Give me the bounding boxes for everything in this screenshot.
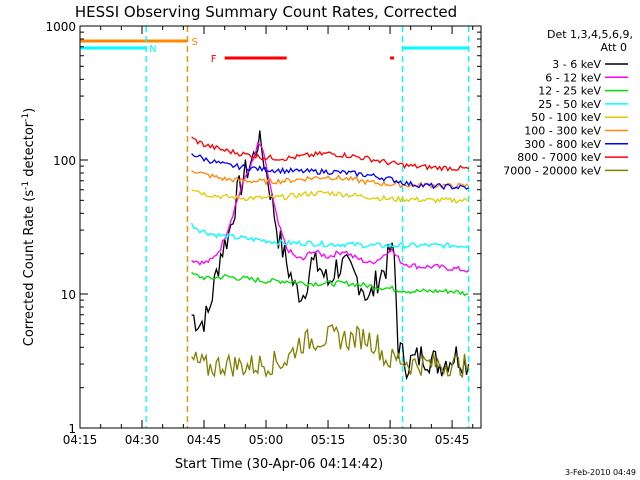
legend-label: 800 - 7000 keV xyxy=(517,151,601,164)
series-line xyxy=(191,141,469,273)
x-tick-label: 05:15 xyxy=(311,433,346,447)
y-axis: 1 10 100 1000 xyxy=(45,20,481,436)
legend-label: 300 - 800 keV xyxy=(524,138,601,151)
x-axis-label: Start Time (30-Apr-06 04:14:42) xyxy=(175,457,383,472)
flag-label: S xyxy=(191,37,197,48)
date-stamp: 3-Feb-2010 04:49 xyxy=(565,468,636,477)
plot-frame xyxy=(79,25,482,429)
series-line xyxy=(191,271,469,297)
y-tick-label: 1000 xyxy=(45,20,76,34)
x-tick-label: 04:15 xyxy=(63,433,98,447)
series-line xyxy=(191,189,469,204)
x-tick-label: 05:30 xyxy=(373,433,408,447)
legend-label: 12 - 25 keV xyxy=(538,85,601,98)
y-axis-label-sup1: -1 xyxy=(21,181,31,190)
legend-header: Det 1,3,4,5,6,9, Att 0 xyxy=(547,28,633,54)
x-tick-label: 05:00 xyxy=(249,433,284,447)
x-tick-label: 04:30 xyxy=(125,433,160,447)
series-line xyxy=(190,222,470,250)
x-axis: 04:15 04:30 04:45 05:00 05:15 05:30 05:45 xyxy=(63,26,474,447)
series-line xyxy=(191,153,469,191)
y-axis-label-end: ) xyxy=(22,108,37,113)
flag-bars: S N F xyxy=(80,37,469,65)
series-line xyxy=(191,324,470,379)
x-tick-label: 04:45 xyxy=(187,433,222,447)
y-tick-label: 100 xyxy=(53,154,76,168)
legend-label: 100 - 300 keV xyxy=(524,125,601,138)
x-tick-label: 05:45 xyxy=(435,433,470,447)
vertical-markers xyxy=(145,26,470,428)
legend-attenuator: Att 0 xyxy=(601,41,627,54)
legend-label: 50 - 100 keV xyxy=(531,111,601,124)
series-line xyxy=(191,136,469,172)
y-tick-label: 10 xyxy=(61,288,76,302)
flag-label: F xyxy=(211,54,217,65)
legend-label: 6 - 12 keV xyxy=(545,71,601,84)
series-line xyxy=(191,170,469,189)
series-lines xyxy=(190,130,470,381)
legend-label: 25 - 50 keV xyxy=(538,98,601,111)
legend-label: 7000 - 20000 keV xyxy=(503,164,601,177)
legend-label: 3 - 6 keV xyxy=(552,58,601,71)
y-axis-label-main: Corrected Count Rate (s xyxy=(22,190,37,347)
y-axis-label: Corrected Count Rate (s-1 detector-1) xyxy=(21,108,37,346)
y-tick-label: 1 xyxy=(68,422,76,436)
legend-detectors: Det 1,3,4,5,6,9, xyxy=(547,28,633,41)
flag-label: N xyxy=(149,44,156,55)
y-axis-label-sup2: -1 xyxy=(21,113,31,122)
y-axis-label-mid: detector xyxy=(22,121,37,181)
chart-title: HESSI Observing Summary Count Rates, Cor… xyxy=(75,3,457,21)
